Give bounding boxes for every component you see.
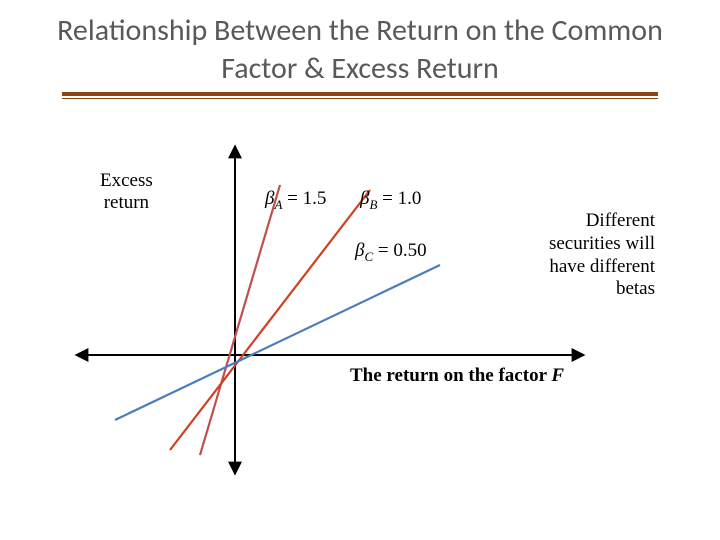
chart-area: Excessreturn Different securities will h…: [60, 140, 660, 510]
beta-line-A: [200, 185, 280, 455]
beta-line-B: [170, 190, 370, 450]
y-axis-label: Excessreturn: [100, 170, 153, 214]
x-axis-label: The return on the factor F: [350, 365, 564, 387]
beta-label-C: βC = 0.50: [355, 240, 427, 265]
slide-title: Relationship Between the Return on the C…: [0, 12, 720, 87]
beta-label-A: βA = 1.5: [265, 188, 326, 213]
annotation-text: Different securities will have different…: [515, 210, 655, 301]
beta-label-B: βB = 1.0: [360, 188, 421, 213]
title-underline: [62, 92, 658, 98]
beta-line-C: [115, 265, 440, 420]
